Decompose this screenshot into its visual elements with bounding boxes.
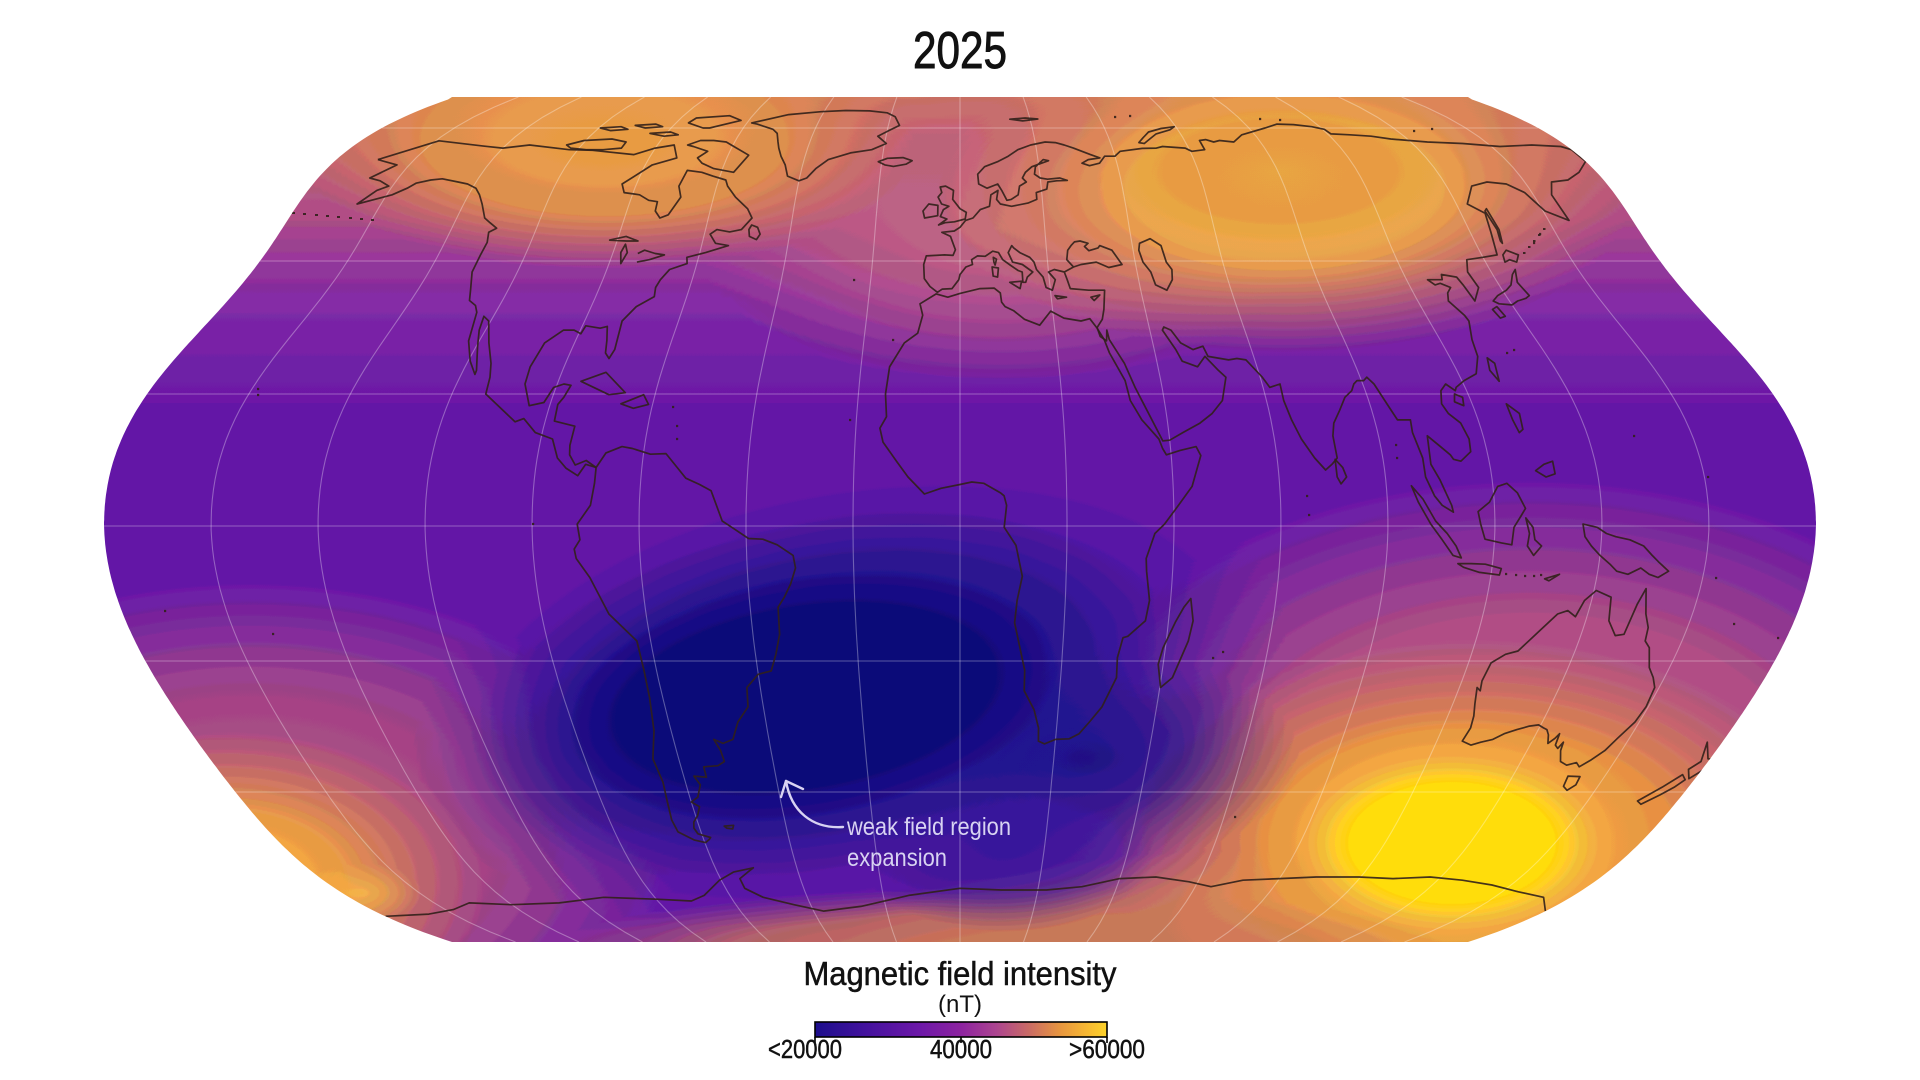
svg-text:2025: 2025	[913, 22, 1007, 80]
svg-text:(nT): (nT)	[938, 991, 982, 1018]
svg-text:expansion: expansion	[847, 844, 947, 872]
svg-text:Magnetic field intensity: Magnetic field intensity	[804, 955, 1117, 992]
svg-text:weak field region: weak field region	[846, 813, 1011, 841]
svg-text:>60000: >60000	[1069, 1034, 1145, 1064]
svg-text:40000: 40000	[930, 1034, 992, 1064]
svg-text:<20000: <20000	[768, 1034, 842, 1064]
